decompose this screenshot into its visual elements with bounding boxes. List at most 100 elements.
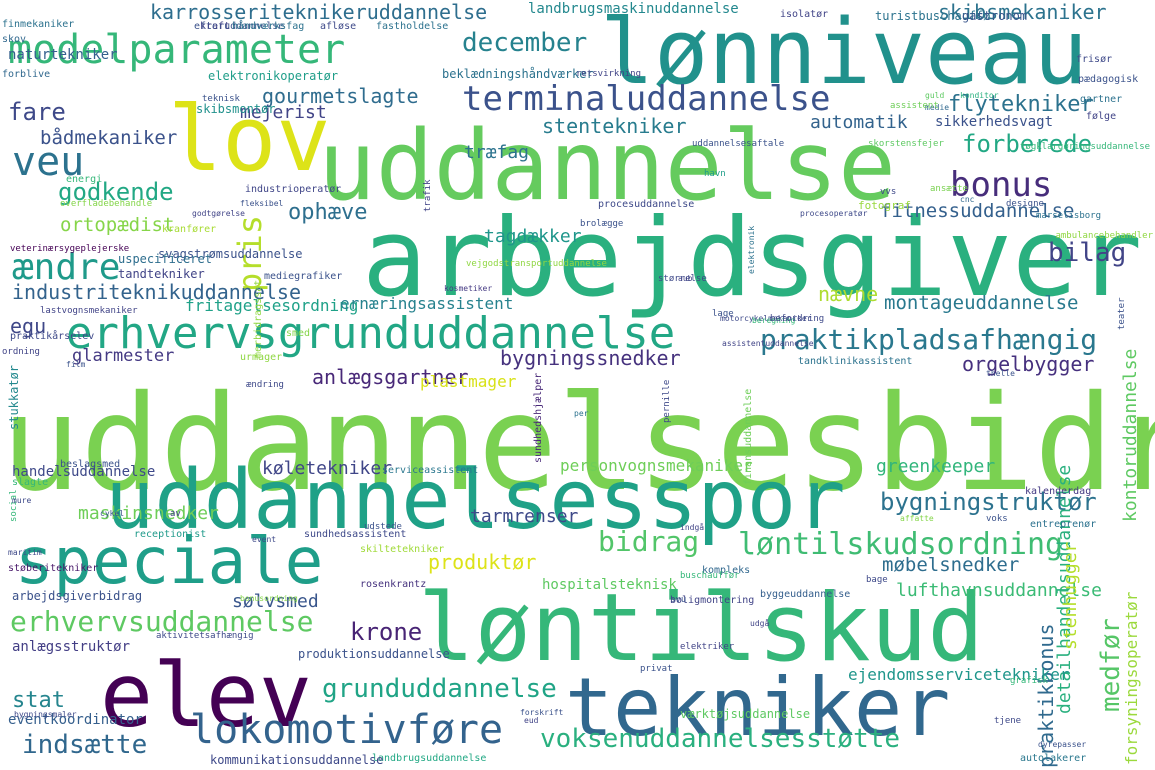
cloud-word: overfladebehandle (60, 199, 153, 209)
cloud-word: mediegrafiker (264, 271, 343, 282)
cloud-word: naturtekniker (8, 47, 118, 63)
cloud-word: følge (1086, 111, 1117, 122)
cloud-word: finmekaniker (2, 19, 75, 30)
cloud-word: tøgklargøringsuddannelse (1020, 142, 1151, 152)
cloud-word: løntilskudsordning (738, 527, 1064, 562)
cloud-word: arbejdsgiverbidrag (12, 589, 143, 603)
cloud-word: arbejdsgiver (362, 196, 1143, 321)
cloud-word: buschauffør (680, 571, 740, 581)
cloud-word: bonus (950, 165, 1053, 205)
cloud-word: bidrag (598, 525, 700, 558)
cloud-word: skibsmekaniker (938, 0, 1107, 24)
cloud-word: receptionist (134, 529, 207, 540)
cloud-word: lufthavnsuddannelse (896, 580, 1102, 601)
cloud-word: sikkerhedsvagt (935, 114, 1054, 130)
cloud-word: energi (66, 174, 103, 185)
cloud-word: frisør (1076, 54, 1113, 65)
cloud-word: fotograf (858, 199, 911, 212)
cloud-word: bage (866, 575, 888, 585)
cloud-word: trafik (423, 179, 433, 212)
cloud-word: vvs (880, 187, 897, 197)
cloud-word: tagdækker (484, 226, 582, 247)
cloud-word: stat (12, 688, 65, 713)
cloud-word: lage (712, 309, 734, 319)
cloud-word: karrosseriteknikeruddannelse (150, 0, 488, 24)
cloud-word: teknisk (202, 94, 240, 104)
cloud-word: møbelsnedker (882, 554, 1020, 576)
cloud-word: gastronom (962, 9, 1028, 23)
cloud-word: bygningsmaler (14, 710, 77, 719)
cloud-word: glarmester (72, 346, 175, 366)
cloud-word: aktivitetsafhængig (156, 631, 254, 641)
cloud-word: fastholdelse (376, 21, 449, 32)
cloud-word: medfør (1096, 618, 1126, 712)
cloud-word: retsvirkning (576, 69, 642, 79)
cloud-word: konditor (960, 91, 999, 100)
cloud-word: godtgørelse (192, 209, 245, 218)
cloud-word: kontoruddannelse (1120, 348, 1141, 522)
cloud-word: finansuddannelse (743, 388, 754, 485)
cloud-word: bygningstruktør (880, 488, 1097, 516)
cloud-word: bådmekaniker (40, 127, 178, 149)
cloud-word: stukkatør (7, 364, 21, 430)
cloud-word: plastmager (420, 372, 517, 391)
cloud-word: ordning (2, 347, 40, 357)
cloud-word: svagstrømsuddannelse (158, 247, 303, 261)
cloud-word: uddannelsesaftale (692, 139, 785, 149)
cloud-word: beklædningshåndværker (442, 67, 594, 81)
cloud-word: voks (986, 514, 1008, 524)
cloud-word: praktikpladsafhængig (760, 323, 1098, 356)
cloud-word: automatik (810, 112, 908, 133)
cloud-word: forsyningsoperatør (1122, 591, 1141, 765)
cloud-word: industriteknikuddannelse (12, 280, 301, 304)
cloud-word: designe (1006, 199, 1044, 209)
cloud-word: mure (12, 496, 32, 505)
cloud-word: stentekniker (542, 114, 687, 138)
cloud-word: forblive (2, 69, 51, 80)
cloud-word: smed (286, 328, 311, 339)
cloud-word: personvognsmekaniker (560, 456, 753, 475)
cloud-word: godkende (58, 178, 174, 206)
cloud-word: forskrift (520, 708, 564, 717)
cloud-word: isolatør (780, 9, 829, 20)
cloud-word: beregning (752, 316, 796, 325)
cloud-word: dyrepasser (1038, 740, 1087, 749)
cloud-word: håndværksfag (232, 21, 305, 32)
cloud-word: veterinærsygeplejerske (10, 244, 130, 254)
cloud-word: mejerist (240, 102, 327, 123)
cloud-word: marselisborg (1036, 211, 1102, 221)
cloud-word: december (462, 28, 588, 58)
cloud-word: elektronikoperatør (208, 69, 339, 83)
cloud-word: speciale (15, 525, 324, 599)
cloud-word: erhvervsgrunduddannelse (66, 308, 676, 359)
cloud-word: thelle (986, 369, 1015, 378)
cloud-word: affatte (900, 514, 934, 523)
cloud-word: ændre (12, 247, 121, 288)
cloud-word: ophæve (288, 200, 368, 225)
cloud-word: grunduddannelse (322, 674, 557, 704)
cloud-word: krone (350, 618, 423, 646)
cloud-word: cnc (960, 195, 975, 204)
cloud-word: ejendomsservicetekniker (848, 665, 1070, 684)
cloud-word: forberede (962, 130, 1093, 158)
cloud-word: voksenuddannelsesstøtte (540, 724, 901, 754)
cloud-word: fritagelsesordning (185, 296, 359, 315)
cloud-word: turistbuschauffør (875, 9, 998, 23)
cloud-word: terminaluddannelse (462, 79, 831, 119)
cloud-word: skov (2, 34, 27, 45)
cloud-word: udgå (750, 619, 770, 628)
cloud-word: motorcykelmekaniker (720, 314, 812, 323)
cloud-word: elev (100, 644, 312, 747)
cloud-word: sølvsmed (232, 591, 319, 612)
cloud-word: anlægsgartner (312, 365, 469, 389)
cloud-word: skorstensfejer (868, 139, 944, 149)
cloud-word: ansætte (930, 184, 968, 194)
cloud-word: byggeuddannelse (760, 589, 851, 600)
cloud-word: maskinsnedker (78, 503, 219, 524)
cloud-word: montageuddannelse (884, 292, 1079, 314)
cloud-word: eventkoordinator (8, 712, 143, 728)
cloud-word: serviceassistent (382, 465, 479, 476)
cloud-word: autolakerer (1020, 753, 1087, 764)
cloud-word: slagte (12, 477, 49, 488)
